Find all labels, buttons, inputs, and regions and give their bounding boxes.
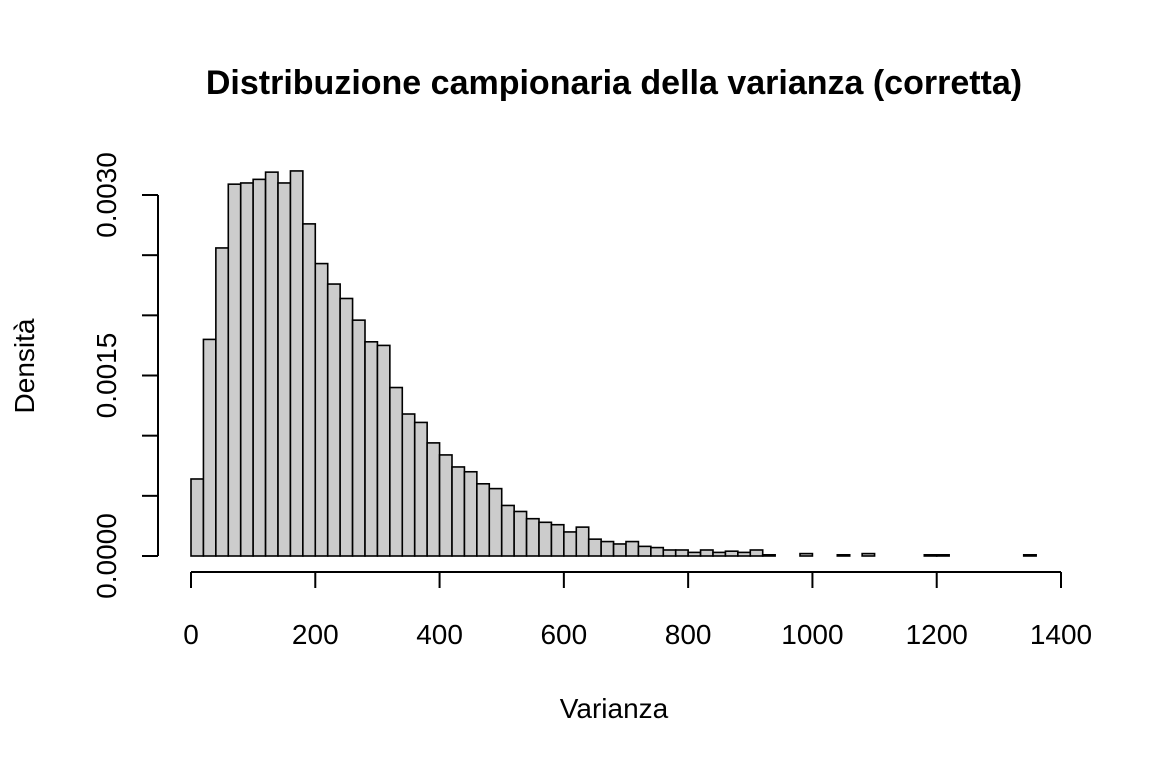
histogram-bar [600, 540, 615, 557]
histogram-bar [861, 552, 876, 557]
histogram-bar [587, 538, 602, 557]
histogram-bar [550, 523, 565, 557]
histogram-bar [662, 549, 677, 557]
histogram-bar [401, 413, 416, 557]
histogram-bar [799, 552, 814, 557]
bars-group [190, 170, 1037, 557]
histogram-bar [488, 487, 503, 557]
x-tick-label: 1400 [1030, 619, 1092, 650]
x-tick-label: 800 [665, 619, 712, 650]
histogram-bar [935, 553, 950, 557]
x-tick-label: 1000 [781, 619, 843, 650]
x-tick-label: 200 [292, 619, 339, 650]
histogram-bar [476, 482, 491, 557]
histogram-bar [438, 454, 453, 557]
histogram-bar [413, 421, 428, 557]
histogram-bar [1022, 553, 1037, 557]
histogram-bar [513, 510, 528, 557]
histogram-bar [836, 553, 851, 557]
histogram-bar [637, 545, 652, 557]
histogram-bar [538, 521, 553, 557]
histogram-bar [749, 549, 764, 557]
histogram-bar [699, 549, 714, 557]
histogram-bar [264, 171, 279, 557]
histogram-bar [923, 553, 938, 557]
histogram-bar [215, 247, 230, 557]
histogram-bar [426, 442, 441, 557]
histogram-bar [737, 551, 752, 557]
x-tick-label: 1200 [906, 619, 968, 650]
histogram-bar [389, 386, 404, 557]
y-axis-label: Densità [9, 318, 40, 413]
histogram-bar [239, 182, 254, 557]
histogram-bar [364, 341, 379, 557]
histogram-bar [525, 517, 540, 557]
histogram-bar [563, 531, 578, 557]
x-axis-label: Varianza [560, 693, 669, 724]
y-tick-label: 0.0000 [91, 513, 122, 599]
y-tick-label: 0.0030 [91, 152, 122, 238]
histogram-bar [326, 283, 341, 557]
histogram-bar [289, 170, 304, 557]
histogram-bar [227, 183, 242, 557]
y-axis: 0.0000 0.0015 0.0030 [91, 152, 159, 599]
histogram-bar [202, 338, 217, 557]
histogram-bar [351, 319, 366, 557]
histogram-bar [314, 262, 329, 557]
histogram-bar [252, 178, 267, 557]
histogram-bar [376, 344, 391, 557]
y-tick-label: 0.0015 [91, 333, 122, 419]
histogram-bar [339, 297, 354, 557]
histogram-bar [463, 470, 478, 557]
x-tick-label: 400 [416, 619, 463, 650]
histogram-bar [190, 478, 205, 557]
histogram-bar [451, 466, 466, 557]
x-tick-label: 0 [183, 619, 199, 650]
histogram-bar [612, 543, 627, 557]
histogram-bar [761, 553, 776, 557]
chart-title: Distribuzione campionaria della varianza… [206, 64, 1022, 102]
x-tick-label: 600 [540, 619, 587, 650]
histogram-bar [650, 546, 665, 557]
histogram-bar [625, 540, 640, 557]
histogram-bar [674, 549, 689, 557]
histogram-bar [277, 182, 292, 557]
histogram-bar [712, 551, 727, 557]
histogram-bar [500, 504, 515, 557]
histogram-bar [302, 223, 317, 557]
histogram-bar [724, 550, 739, 557]
histogram-bar [575, 526, 590, 557]
histogram-bar [687, 551, 702, 557]
x-axis: 0 200 400 600 800 1000 1200 1400 [183, 571, 1092, 650]
